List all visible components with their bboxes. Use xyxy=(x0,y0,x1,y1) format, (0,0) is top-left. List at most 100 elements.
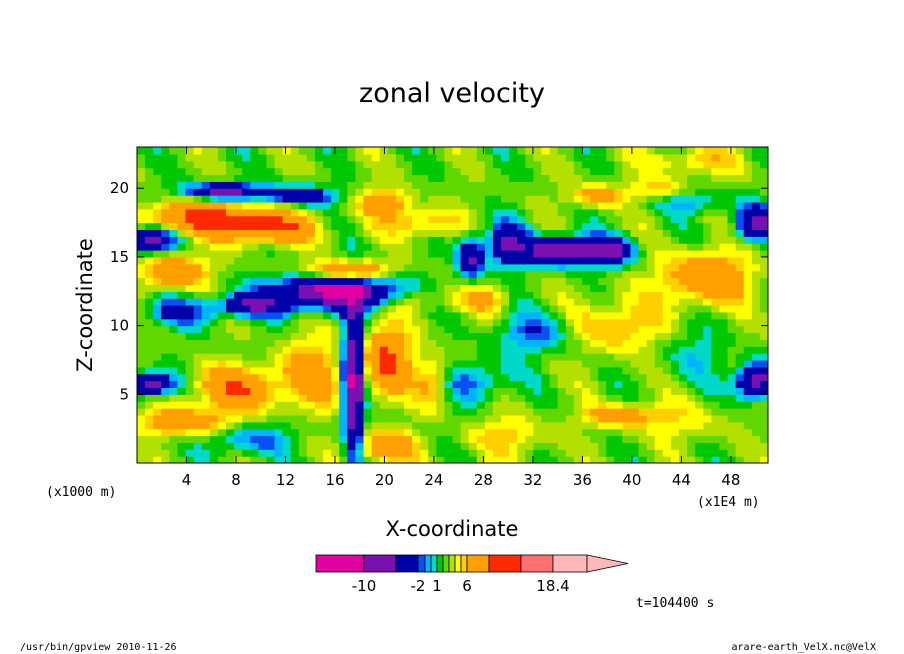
field-cell xyxy=(679,380,688,389)
field-cell xyxy=(347,401,357,409)
field-cell xyxy=(258,256,268,265)
field-cell xyxy=(565,167,575,176)
field-cell xyxy=(420,256,429,265)
field-cell xyxy=(428,318,437,327)
field-cell xyxy=(654,167,664,176)
field-cell xyxy=(363,305,373,313)
field-cell xyxy=(137,305,146,313)
field-cell xyxy=(719,208,729,217)
field-cell xyxy=(339,208,348,217)
field-cell xyxy=(606,284,615,292)
field-cell xyxy=(258,318,268,327)
field-cell xyxy=(703,270,712,279)
field-cell xyxy=(428,153,437,162)
field-cell xyxy=(638,236,648,244)
field-cell xyxy=(598,147,607,155)
field-cell xyxy=(371,346,381,354)
field-cell xyxy=(598,208,607,217)
field-cell xyxy=(557,208,567,217)
field-cell xyxy=(606,325,615,334)
field-cell xyxy=(412,353,421,361)
field-cell xyxy=(428,160,437,169)
field-cell xyxy=(185,408,195,416)
field-cell xyxy=(209,435,219,443)
field-cell xyxy=(484,167,494,176)
field-cell xyxy=(557,394,567,402)
field-cell xyxy=(331,270,340,279)
field-cell xyxy=(436,394,446,402)
field-cell xyxy=(339,229,348,237)
field-cell xyxy=(420,201,429,210)
field-cell xyxy=(371,394,381,402)
field-cell xyxy=(169,174,179,182)
field-cell xyxy=(444,195,454,203)
field-cell xyxy=(153,215,162,224)
field-cell xyxy=(751,250,761,258)
field-cell xyxy=(468,277,478,285)
field-cell xyxy=(363,181,373,189)
field-cell xyxy=(217,167,227,176)
field-cell xyxy=(735,318,745,327)
field-cell xyxy=(735,277,745,285)
field-cell xyxy=(347,442,357,450)
field-cell xyxy=(743,201,753,210)
field-cell xyxy=(549,380,559,389)
field-cell xyxy=(355,147,365,155)
field-cell xyxy=(759,160,768,169)
field-cell xyxy=(403,366,413,375)
field-cell xyxy=(654,442,664,450)
field-cell xyxy=(509,311,518,320)
field-cell xyxy=(266,222,276,231)
field-cell xyxy=(703,366,712,375)
field-cell xyxy=(670,442,680,450)
field-cell xyxy=(225,359,235,368)
field-cell xyxy=(549,229,559,237)
field-cell xyxy=(581,421,591,430)
field-cell xyxy=(420,215,429,224)
field-cell xyxy=(630,160,640,169)
field-cell xyxy=(242,414,251,423)
field-cell xyxy=(630,387,640,395)
field-cell xyxy=(395,277,405,285)
field-cell xyxy=(703,353,712,361)
field-cell xyxy=(436,195,446,203)
field-cell xyxy=(274,353,284,361)
field-cell xyxy=(727,236,737,244)
field-cell xyxy=(525,215,534,224)
field-cell xyxy=(412,222,421,231)
field-cell xyxy=(751,318,761,327)
field-cell xyxy=(662,160,672,169)
field-cell xyxy=(290,243,300,251)
field-cell xyxy=(387,318,397,327)
field-cell xyxy=(509,188,518,196)
field-cell xyxy=(428,325,437,334)
field-cell xyxy=(274,174,284,182)
field-cell xyxy=(492,373,502,382)
field-cell xyxy=(436,256,446,265)
field-cell xyxy=(501,160,510,169)
field-cell xyxy=(331,208,340,217)
field-cell xyxy=(306,291,316,299)
field-cell xyxy=(161,222,170,231)
field-cell xyxy=(679,284,688,292)
field-cell xyxy=(436,414,446,423)
field-cell xyxy=(177,147,187,155)
field-cell xyxy=(460,174,470,182)
field-cell xyxy=(662,256,672,265)
field-cell xyxy=(598,442,607,450)
field-cell xyxy=(670,208,680,217)
field-cell xyxy=(533,366,543,375)
field-cell xyxy=(177,153,187,162)
field-cell xyxy=(598,160,607,169)
field-cell xyxy=(711,339,721,347)
field-cell xyxy=(169,222,179,231)
field-cell xyxy=(153,147,162,155)
field-cell xyxy=(646,188,656,196)
field-cell xyxy=(517,380,526,389)
field-cell xyxy=(355,305,365,313)
field-cell xyxy=(379,263,389,272)
field-cell xyxy=(687,346,696,354)
field-cell xyxy=(719,373,729,382)
field-cell xyxy=(193,394,203,402)
field-cell xyxy=(387,442,397,450)
